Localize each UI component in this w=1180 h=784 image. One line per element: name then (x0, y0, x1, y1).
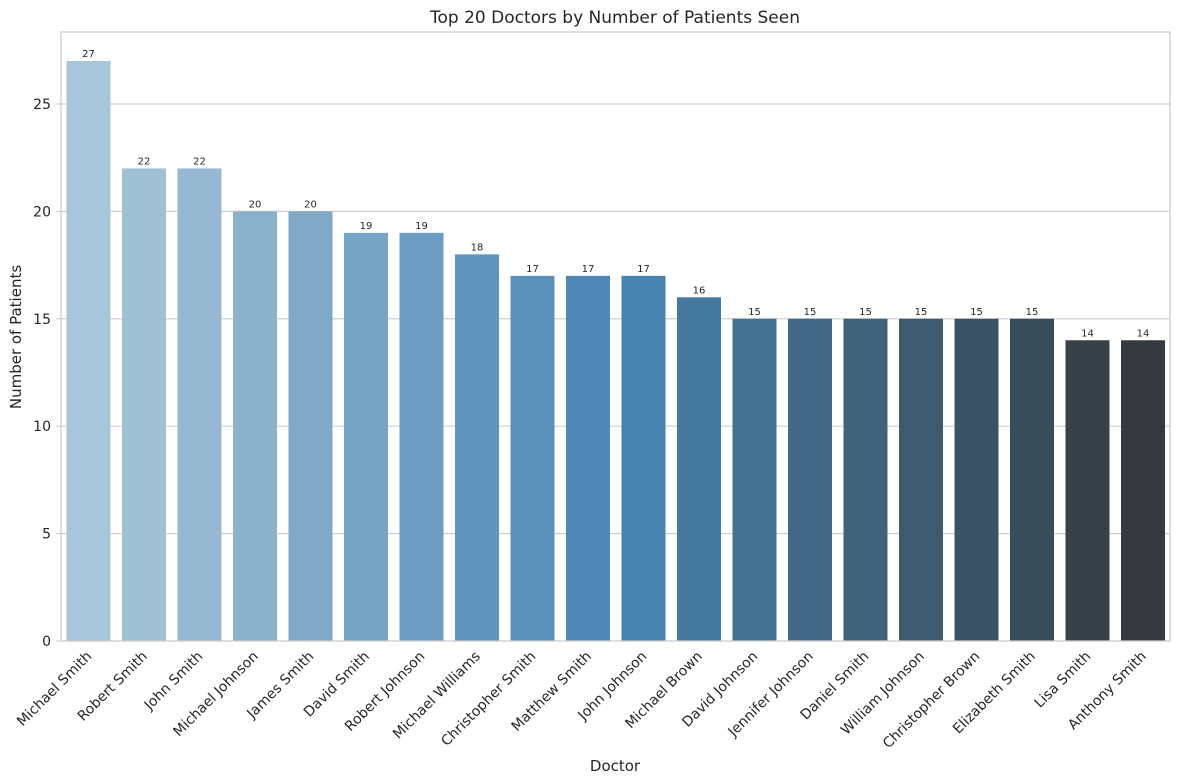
bar-value-label: 14 (1137, 328, 1150, 339)
bar (899, 318, 943, 641)
bar-value-label: 20 (249, 199, 262, 210)
bar (788, 318, 832, 641)
bar (122, 168, 166, 641)
bar-value-label: 17 (582, 264, 595, 275)
bar-value-label: 17 (526, 264, 539, 275)
x-axis-label: Doctor (590, 757, 641, 775)
bar (288, 211, 333, 642)
chart-title: Top 20 Doctors by Number of Patients See… (429, 8, 800, 28)
y-tick-label: 0 (42, 634, 51, 650)
bar (344, 232, 388, 641)
bar-value-labels: 27 22 22 20 20 19 19 18 17 17 17 16 15 15 15 15 15 15 14 14 (82, 49, 1149, 339)
bar (455, 254, 499, 642)
bar-value-label: 16 (693, 285, 706, 296)
bar (233, 211, 277, 642)
bar-value-label: 27 (82, 49, 95, 60)
bar (399, 232, 444, 641)
y-tick-label: 5 (42, 527, 51, 543)
bar-value-label: 14 (1081, 328, 1094, 339)
bar (566, 275, 610, 641)
y-tick-label: 10 (33, 419, 51, 435)
bar (1121, 340, 1165, 641)
bar (510, 275, 555, 641)
bar (66, 61, 111, 641)
bar-value-label: 20 (304, 199, 317, 210)
bar (621, 275, 666, 641)
bar (843, 318, 888, 641)
bar-value-label: 18 (471, 242, 484, 253)
bar-value-label: 22 (193, 156, 206, 167)
y-tick-label: 25 (33, 97, 51, 113)
bar-value-label: 15 (804, 307, 817, 318)
bar (1010, 318, 1054, 641)
x-tick-label: Christopher Smith (438, 649, 539, 750)
bar-value-label: 15 (748, 307, 761, 318)
bar (677, 297, 721, 641)
bar-value-label: 19 (360, 221, 373, 232)
x-tick-label: Christopher Brown (880, 649, 983, 752)
bar-value-label: 15 (970, 307, 983, 318)
bar (954, 318, 999, 641)
y-tick-label: 20 (33, 204, 51, 220)
y-axis-ticks: 0 5 10 15 20 25 (33, 97, 61, 650)
bar (732, 318, 777, 641)
bar-value-label: 22 (138, 156, 151, 167)
y-tick-label: 15 (33, 312, 51, 328)
bar-value-label: 17 (637, 264, 650, 275)
gridlines (61, 103, 1170, 535)
bar-value-label: 15 (1026, 307, 1039, 318)
bar-value-label: 19 (415, 221, 428, 232)
bar (177, 168, 222, 641)
y-axis-label: Number of Patients (7, 265, 25, 409)
bar-value-label: 15 (859, 307, 872, 318)
plot-frame (60, 31, 1171, 642)
bar (1065, 340, 1110, 641)
bars (66, 61, 1165, 642)
bar-value-label: 15 (915, 307, 928, 318)
